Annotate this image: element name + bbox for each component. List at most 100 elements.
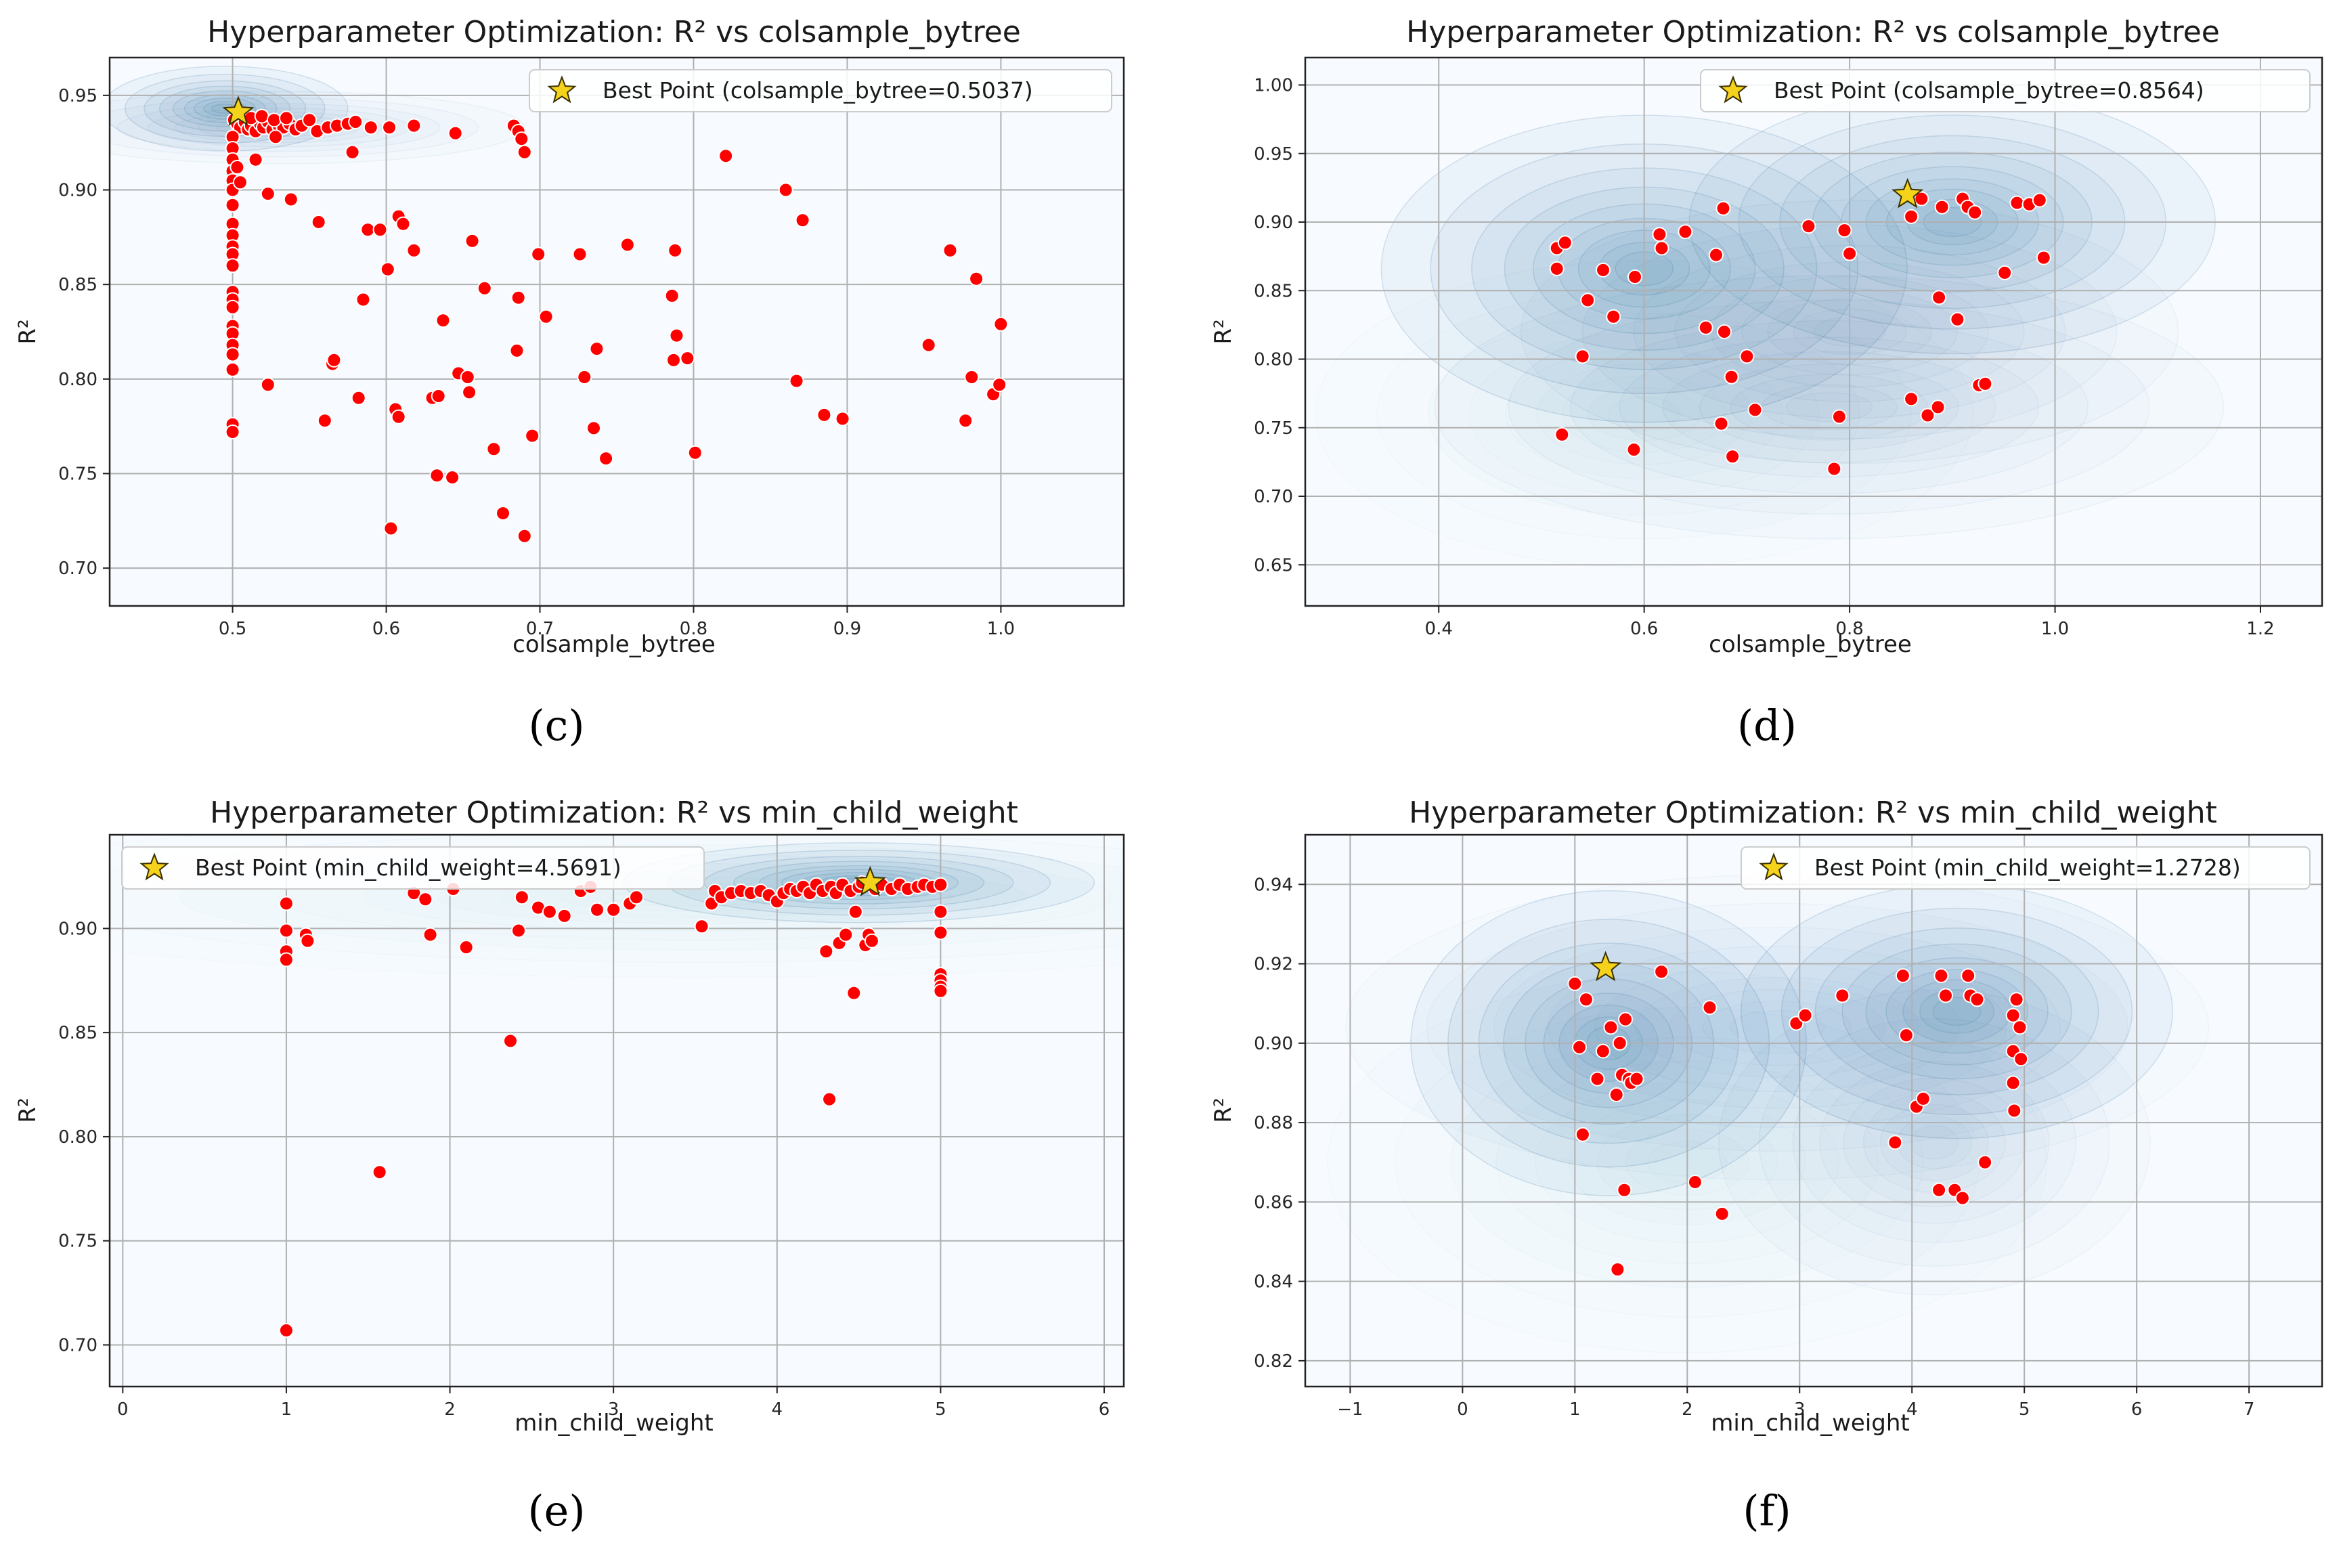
data-point [848,904,863,919]
data-point [1715,200,1731,216]
legend: Best Point (min_child_weight=1.2728) [1741,846,2311,890]
data-point [278,1323,294,1338]
data-point [486,441,502,457]
data-point [1997,265,2013,280]
data-point [1572,1039,1587,1055]
data-point [360,222,376,238]
data-point [2005,1075,2021,1091]
data-point [2013,1051,2029,1067]
data-point [933,983,948,999]
data-point [1626,442,1642,458]
data-point [1713,416,1729,431]
data-point [1933,968,1949,984]
data-point [993,316,1009,332]
x-axis-label: min_child_weight [1711,1410,1909,1437]
data-point [531,246,546,262]
legend-star-icon [547,75,577,104]
data-point [1747,402,1763,418]
data-point [517,144,532,160]
data-point [1610,1262,1625,1277]
panel-d: 0.4 0.6 0.8 1.0 1.2 0.65 0.70 0.75 0.80 0.85 0.90 0… [1210,15,2323,750]
data-point [1827,461,1842,477]
data-point [1627,269,1642,284]
y-tick-label: 0.90 [58,181,97,201]
data-point [1557,235,1573,251]
data-point [278,923,294,938]
axes-frame [108,56,1125,607]
y-tick-label: 0.92 [1254,955,1293,975]
data-point [514,890,529,905]
data-point [1930,399,1946,415]
data-point [2012,1020,2028,1035]
y-tick-label: 0.80 [58,1127,97,1148]
legend-star-icon [1718,75,1748,104]
data-point [1549,261,1565,276]
panel-e: 0 1 2 3 4 5 6 0.70 0.75 0.80 0.85 0.90 Hyperparamete… [14,796,1125,1536]
data-point [816,407,832,422]
density-contour [1792,1041,2077,1243]
data-point [372,1164,387,1180]
density-contour [1434,275,2225,540]
density-contour [1780,907,2133,1116]
plot-area [1305,58,2322,606]
data-point [964,370,980,385]
data-point [351,390,366,406]
data-point [1954,1190,1970,1206]
data-point [818,944,834,959]
y-tick-label: 0.84 [1254,1272,1293,1292]
y-axis-label: R² [1210,319,1237,344]
data-point [1831,409,1847,424]
scatter-series [1567,960,2029,1277]
data-point [718,148,734,164]
data-point [1801,219,1816,234]
data-point [1739,349,1755,364]
density-contour [1702,1000,1852,1054]
data-point [503,1033,518,1049]
y-tick-label: 0.85 [58,1023,97,1043]
data-point [1977,376,1993,391]
x-tick-label: 4 [772,1399,783,1420]
best-point-star [1892,177,1924,209]
x-axis-label: min_child_weight [515,1410,713,1437]
data-point [590,902,605,917]
data-point [1702,1000,1718,1016]
data-point [525,428,540,443]
chart-title: Hyperparameter Optimization: R² vs min_c… [1409,796,2217,830]
data-point [577,370,592,385]
data-point [458,940,474,955]
data-point [669,328,684,343]
data-point [846,985,862,1001]
density-contour [1619,336,2040,478]
y-tick-label: 0.88 [1254,1113,1293,1133]
scatter-series [1549,191,2051,477]
data-point [1629,1071,1644,1087]
data-point [1618,1011,1633,1027]
data-point [254,108,269,124]
data-point [538,309,554,324]
legend-label: Best Point (colsample_bytree=0.5037) [603,77,1033,104]
data-point [1842,246,1858,261]
legend-label: Best Point (min_child_weight=4.5691) [195,854,621,881]
data-point [429,468,445,483]
data-point [586,420,601,436]
x-tick-label: 0.9 [833,619,861,639]
x-tick-label: 0 [117,1399,129,1420]
legend-label: Best Point (min_child_weight=1.2728) [1814,854,2241,881]
data-point [2005,1007,2021,1023]
axes-frame [1304,833,2323,1388]
data-point [556,908,572,923]
panel-label: (d) [1737,701,1797,750]
data-point [279,110,294,126]
legend-box [1741,846,2311,890]
data-point [2007,1103,2022,1118]
x-tick-label: 1.0 [2041,619,2069,639]
data-point [2009,992,2024,1007]
panel-c: 0.5 0.6 0.7 0.8 0.9 1.0 0.70 0.75 0.80 0.85 0.90 0.… [14,15,1125,750]
data-point [1590,1071,1605,1087]
data-point [278,896,294,911]
data-point [680,351,695,366]
data-point [1961,968,1976,984]
y-tick-label: 0.94 [1254,875,1293,895]
data-point [1717,324,1732,339]
